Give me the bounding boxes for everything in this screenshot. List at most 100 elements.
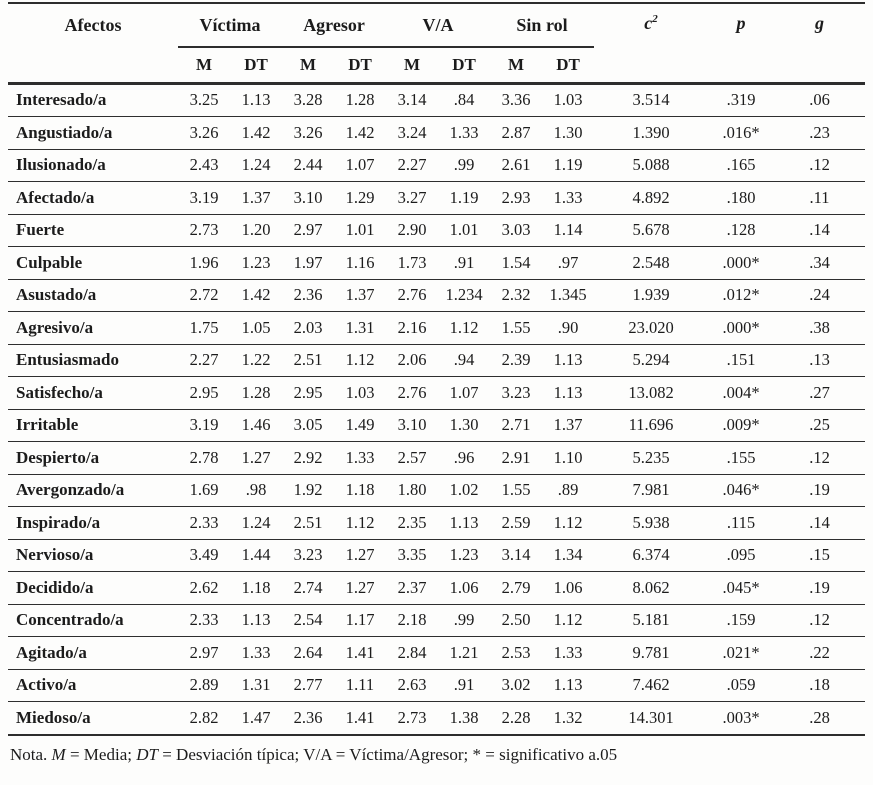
affect-label: Decidido/a (8, 571, 178, 605)
cell-va-dt: 1.234 (438, 279, 491, 312)
cell-agresor-m: 3.23 (282, 539, 335, 572)
cell-agresor-dt: 1.29 (334, 181, 387, 215)
cell-sinrol-m: 2.79 (490, 571, 543, 605)
cell-chi-squared: 5.678 (594, 214, 709, 247)
cell-g: .11 (774, 181, 866, 215)
affect-label: Entusiasmado (8, 344, 178, 377)
cell-agresor-dt: 1.11 (334, 669, 387, 702)
cell-va-dt: 1.33 (438, 116, 491, 150)
affect-label: Interesado/a (8, 83, 178, 117)
cell-chi-squared: 13.082 (594, 376, 709, 410)
cell-victima-m: 3.49 (178, 539, 230, 572)
cell-chi-squared: 7.462 (594, 669, 709, 702)
cell-va-m: 2.27 (386, 149, 439, 182)
cell-va-m: 3.35 (386, 539, 439, 572)
cell-g: .14 (774, 214, 866, 247)
table-row: Culpable 1.96 1.23 1.97 1.16 1.73 .91 1.… (8, 246, 866, 280)
cell-va-m: 2.06 (386, 344, 439, 377)
col-subheader-victima-m: M (178, 47, 230, 85)
note-m-abbrev: M (51, 744, 66, 764)
cell-agresor-dt: 1.28 (334, 83, 387, 117)
cell-sinrol-m: 2.91 (490, 441, 543, 475)
cell-agresor-m: 2.95 (282, 376, 335, 410)
table-row: Fuerte 2.73 1.20 2.97 1.01 2.90 1.01 3.0… (8, 214, 866, 247)
table-row: Interesado/a 3.25 1.13 3.28 1.28 3.14 .8… (8, 83, 866, 117)
cell-g: .18 (774, 669, 866, 702)
cell-agresor-m: 2.36 (282, 701, 335, 736)
cell-va-dt: .91 (438, 246, 491, 280)
cell-victima-dt: 1.20 (230, 214, 283, 247)
cell-p: .000* (708, 246, 775, 280)
cell-chi-squared: 5.235 (594, 441, 709, 475)
cell-p: .155 (708, 441, 775, 475)
cell-chi-squared: 4.892 (594, 181, 709, 215)
col-group-sinrol: Sin rol (490, 3, 595, 48)
cell-sinrol-dt: 1.13 (542, 376, 595, 410)
col-subheader-va-dt: DT (438, 47, 491, 85)
cell-agresor-m: 2.03 (282, 311, 335, 345)
cell-victima-dt: .98 (230, 474, 283, 507)
cell-va-dt: 1.23 (438, 539, 491, 572)
subheader-row: M DT M DT M DT M DT (8, 47, 865, 85)
col-group-agresor: Agresor (282, 3, 387, 48)
cell-agresor-m: 2.64 (282, 636, 335, 670)
cell-victima-dt: 1.22 (230, 344, 283, 377)
cell-chi-squared: 3.514 (594, 83, 709, 117)
cell-va-dt: .99 (438, 149, 491, 182)
table-row: Avergonzado/a 1.69 .98 1.92 1.18 1.80 1.… (8, 474, 866, 507)
cell-g: .06 (774, 83, 866, 117)
cell-va-dt: .99 (438, 604, 491, 637)
cell-victima-m: 3.26 (178, 116, 230, 150)
cell-agresor-m: 2.77 (282, 669, 335, 702)
cell-victima-dt: 1.24 (230, 149, 283, 182)
cell-victima-m: 3.19 (178, 409, 230, 442)
cell-agresor-dt: 1.41 (334, 701, 387, 736)
table-row: Miedoso/a 2.82 1.47 2.36 1.41 2.73 1.38 … (8, 701, 866, 736)
cell-victima-m: 3.25 (178, 83, 230, 117)
cell-agresor-dt: 1.03 (334, 376, 387, 410)
cell-agresor-m: 2.44 (282, 149, 335, 182)
col-header-p: p (708, 3, 775, 85)
table-row: Despierto/a 2.78 1.27 2.92 1.33 2.57 .96… (8, 441, 866, 475)
cell-g: .19 (774, 571, 866, 605)
cell-va-m: 2.90 (386, 214, 439, 247)
cell-sinrol-m: 2.39 (490, 344, 543, 377)
cell-va-dt: 1.01 (438, 214, 491, 247)
cell-sinrol-m: 2.28 (490, 701, 543, 736)
cell-va-m: 2.16 (386, 311, 439, 345)
affect-label: Despierto/a (8, 441, 178, 475)
col-subheader-sinrol-dt: DT (542, 47, 595, 85)
cell-va-dt: .91 (438, 669, 491, 702)
table-row: Nervioso/a 3.49 1.44 3.23 1.27 3.35 1.23… (8, 539, 866, 572)
cell-agresor-dt: 1.31 (334, 311, 387, 345)
cell-agresor-dt: 1.33 (334, 441, 387, 475)
cell-va-m: 2.84 (386, 636, 439, 670)
cell-chi-squared: 9.781 (594, 636, 709, 670)
cell-sinrol-m: 1.54 (490, 246, 543, 280)
cell-victima-m: 3.19 (178, 181, 230, 215)
cell-victima-m: 1.75 (178, 311, 230, 345)
cell-sinrol-m: 1.55 (490, 474, 543, 507)
cell-va-dt: 1.30 (438, 409, 491, 442)
cell-victima-m: 2.78 (178, 441, 230, 475)
cell-sinrol-dt: 1.30 (542, 116, 595, 150)
cell-p: .016* (708, 116, 775, 150)
cell-chi-squared: 5.938 (594, 506, 709, 540)
cell-chi-squared: 7.981 (594, 474, 709, 507)
cell-g: .25 (774, 409, 866, 442)
col-subheader-agresor-dt: DT (334, 47, 387, 85)
cell-victima-dt: 1.42 (230, 279, 283, 312)
table-row: Satisfecho/a 2.95 1.28 2.95 1.03 2.76 1.… (8, 376, 866, 410)
cell-victima-dt: 1.37 (230, 181, 283, 215)
affect-label: Satisfecho/a (8, 376, 178, 410)
cell-g: .12 (774, 149, 866, 182)
cell-va-m: 2.76 (386, 376, 439, 410)
cell-chi-squared: 2.548 (594, 246, 709, 280)
table-row: Activo/a 2.89 1.31 2.77 1.11 2.63 .91 3.… (8, 669, 866, 702)
cell-sinrol-m: 2.53 (490, 636, 543, 670)
cell-sinrol-dt: 1.14 (542, 214, 595, 247)
cell-victima-m: 1.69 (178, 474, 230, 507)
col-header-afectos: Afectos (8, 3, 178, 85)
table-row: Afectado/a 3.19 1.37 3.10 1.29 3.27 1.19… (8, 181, 866, 215)
